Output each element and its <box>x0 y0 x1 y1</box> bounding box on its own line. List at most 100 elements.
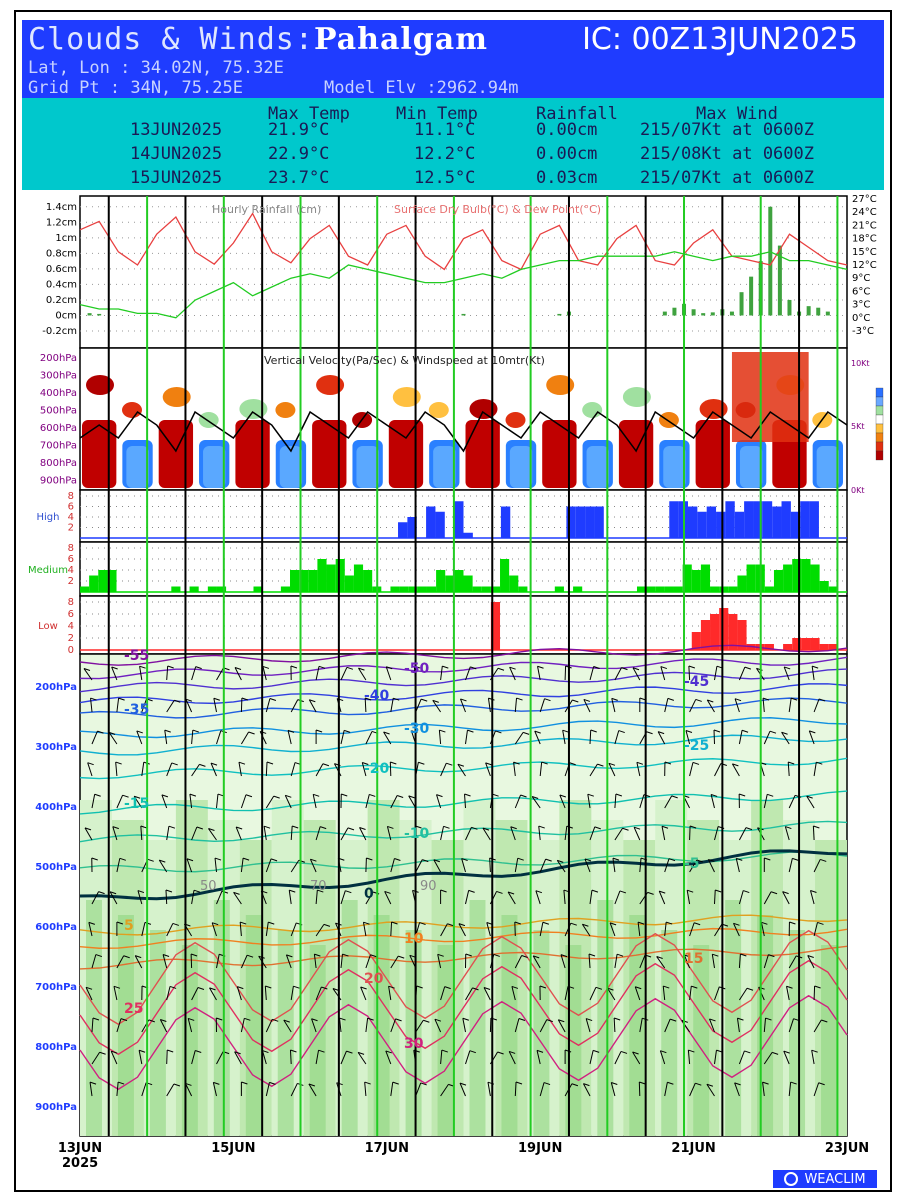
wind-barb-flag <box>138 1049 146 1053</box>
surface-title: Surface Dry Bulb(°C) & Dew Point(°C) <box>394 203 601 216</box>
wind-barb-flag <box>790 697 798 701</box>
wind-barb-flag <box>671 795 678 799</box>
wind-barb-flag <box>270 858 278 862</box>
wind-barb <box>137 890 143 905</box>
wind-barb-flag <box>692 761 700 765</box>
wind-barb <box>607 987 616 1001</box>
wind-barb-flag <box>706 1083 714 1087</box>
wind-barb-flag <box>437 953 444 957</box>
wind-barb-flag <box>536 1049 544 1053</box>
wind-barb <box>108 732 118 745</box>
wind-barb <box>609 922 616 937</box>
wind-barb-flag <box>733 922 740 926</box>
vv-colorbar-cell <box>875 432 884 443</box>
wind-barb-flag <box>286 954 293 958</box>
vv-patch <box>505 412 526 428</box>
wind-barb-flag <box>439 729 446 733</box>
isotherm-label: 15 <box>684 951 703 967</box>
rain-bar <box>739 292 744 316</box>
wind-barb <box>637 922 641 937</box>
wind-barb-flag <box>537 665 544 669</box>
cloud-high-bar <box>669 501 679 538</box>
wind-barb-flag <box>115 761 122 765</box>
vv-y-tick: 200hPa <box>40 353 77 364</box>
vv-cell-red <box>312 420 347 488</box>
wind-barb-flag <box>210 762 218 766</box>
wind-barb-flag <box>148 1019 155 1023</box>
wind-barb-flag <box>360 986 367 990</box>
cloud-medium-bar <box>810 564 820 592</box>
wind-barb <box>265 795 275 809</box>
wind-barb <box>459 1082 466 1097</box>
wind-barb <box>290 825 293 841</box>
wind-barb-flag <box>317 889 324 893</box>
wind-barb-flag <box>118 697 125 701</box>
wind-barb-flag <box>612 857 620 861</box>
rh-shade-dark <box>469 900 486 1136</box>
wind-barb <box>809 890 815 905</box>
row-rain: 0.00cm <box>536 120 598 140</box>
vv-title: Vertical Velocity(Pa/Sec) & Windspeed at… <box>264 354 545 367</box>
wind-barb-flag <box>746 987 754 991</box>
summary-table: Max Temp Min Temp Rainfall Max Wind 13JU… <box>22 98 884 190</box>
cloud-high-bar <box>706 506 717 538</box>
cloud-medium-bar <box>408 586 418 592</box>
rain-bar <box>806 306 811 316</box>
wind-barb <box>658 890 666 905</box>
cloud-low-bar <box>691 632 701 650</box>
wind-barb <box>240 794 247 809</box>
isotherm-line <box>79 683 848 705</box>
wind-barb-flag <box>434 1018 442 1022</box>
wind-barb-flag <box>687 889 694 893</box>
wind-barb-flag <box>193 889 201 893</box>
vv-patch <box>699 399 728 419</box>
cloud-high-bar <box>566 506 576 538</box>
wind-barb <box>514 858 519 873</box>
wind-barb-flag <box>159 859 166 863</box>
wind-barb-flag <box>169 985 177 989</box>
wind-barb-flag <box>171 762 178 766</box>
wind-barb <box>166 665 169 681</box>
wind-barb <box>788 795 796 809</box>
wind-barb-flag <box>88 921 96 925</box>
wind-barb <box>216 890 223 905</box>
wind-barb <box>390 955 399 969</box>
wind-barb <box>265 761 268 777</box>
wind-barb <box>390 921 393 937</box>
x-tick-label: 19JUN <box>518 1141 562 1156</box>
wind-barb-flag <box>516 697 523 701</box>
cloud-high-bar <box>781 501 791 538</box>
cloud-y-tick: 0 <box>68 645 74 656</box>
wind-barb <box>440 763 447 777</box>
vv-y-tick: 600hPa <box>40 423 77 434</box>
wind-barb-flag <box>811 665 819 669</box>
wind-barb <box>116 1018 122 1033</box>
rain-y-tick: 0cm <box>55 310 77 321</box>
wind-barb <box>763 794 768 809</box>
wind-barb-flag <box>147 858 154 862</box>
wind-barb-flag <box>94 793 101 797</box>
wind-barb-flag <box>237 986 244 990</box>
wind-barb <box>290 922 297 937</box>
temp-y-tick: 3°C <box>852 300 870 311</box>
wind-barb <box>639 858 642 873</box>
cloud-medium-bar <box>189 586 199 592</box>
rain-y-tick: -0.2cm <box>42 326 77 337</box>
wind-barb-flag <box>457 763 465 767</box>
wind-barb <box>384 891 392 905</box>
wind-barb-flag <box>113 985 121 989</box>
wind-barb-flag <box>190 953 198 957</box>
wind-barb <box>91 891 100 905</box>
wind-barb-flag <box>85 986 93 990</box>
wind-barb-flag <box>313 793 320 797</box>
wind-barb <box>462 1018 466 1033</box>
cloud-medium-bar <box>308 570 318 592</box>
cloud-medium-bar <box>646 586 656 592</box>
wind-barb-flag <box>433 859 440 863</box>
row-date: 13JUN2025 <box>130 120 223 140</box>
wind-barb-flag <box>135 955 142 959</box>
xs-y-tick: 800hPa <box>35 1042 77 1053</box>
wind-barb-flag <box>242 857 250 861</box>
cloud-medium-bar <box>773 570 784 592</box>
wind-barb <box>457 763 466 777</box>
